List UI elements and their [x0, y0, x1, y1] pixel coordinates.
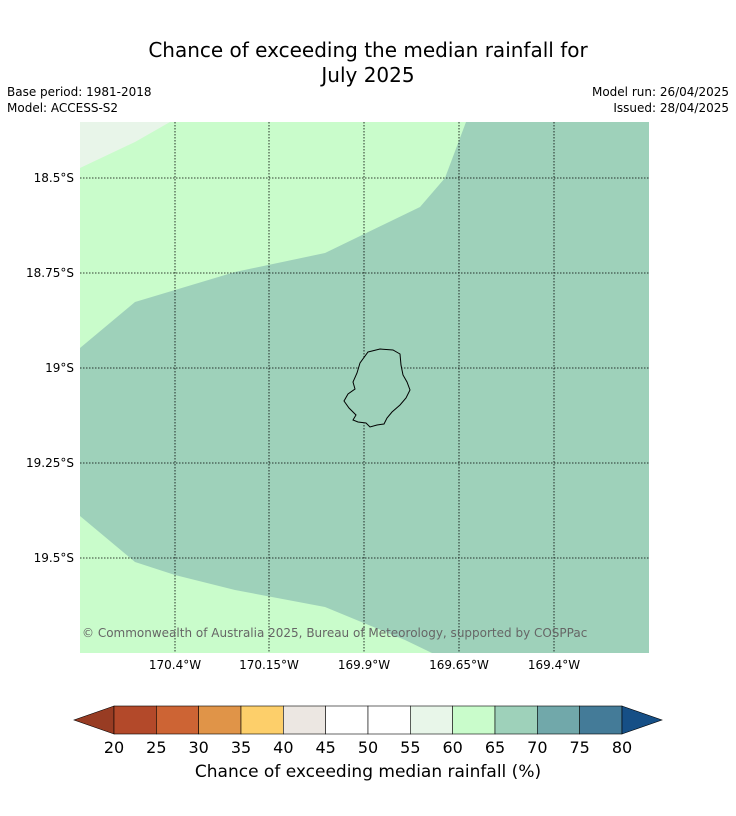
- lon-label: 170.15°W: [239, 658, 299, 672]
- colorbar-cell: [325, 705, 369, 735]
- model-name: Model: ACCESS-S2: [7, 101, 119, 115]
- title-line-1: Chance of exceeding the median rainfall …: [148, 38, 588, 62]
- colorbar-cell: [283, 705, 326, 735]
- colorbar-tick-label: 55: [400, 738, 421, 757]
- colorbar-tick-label: 65: [484, 738, 506, 757]
- colorbar-label: Chance of exceeding median rainfall (%): [194, 762, 542, 782]
- island-coastline: [343, 348, 411, 428]
- colorbar-tick-label: 30: [188, 738, 209, 757]
- colorbar-tick-label: 20: [103, 738, 125, 757]
- lat-label: 18.75°S: [26, 266, 74, 280]
- colorbar-tick-label: 35: [230, 738, 252, 757]
- title-line-2: July 2025: [321, 63, 415, 87]
- colorbar-tick-label: 80: [611, 738, 633, 757]
- lon-label: 169.9°W: [337, 658, 391, 672]
- lat-label: 19°S: [45, 361, 74, 375]
- lon-label: 170.4°W: [148, 658, 202, 672]
- lat-label: 19.5°S: [33, 551, 74, 565]
- lat-label: 19.25°S: [26, 456, 74, 470]
- gridlines: [80, 122, 649, 653]
- colorbar-tick-label: 60: [442, 738, 463, 757]
- lat-label: 18.5°S: [33, 171, 74, 185]
- issued-date: Issued: 28/04/2025: [613, 101, 729, 115]
- colorbar-under-arrow: [73, 705, 115, 735]
- colorbar-cell: [113, 705, 157, 735]
- base-period: Base period: 1981-2018: [7, 85, 152, 99]
- colorbar-cell: [452, 705, 496, 735]
- colorbar-tick-label: 45: [315, 738, 336, 757]
- pale-region: [80, 122, 170, 168]
- colorbar-cell: [156, 705, 199, 735]
- colorbar-tick-label: 75: [569, 738, 590, 757]
- copyright-notice: © Commonwealth of Australia 2025, Bureau…: [82, 626, 588, 640]
- colorbar-cell: [579, 705, 623, 735]
- colorbar-tick-label: 50: [357, 738, 379, 757]
- meta-left: Base period: 1981-2018 Model: ACCESS-S2: [7, 84, 152, 116]
- colorbar-tick-label: 40: [273, 738, 294, 757]
- lon-label: 169.65°W: [429, 658, 489, 672]
- meta-right: Model run: 26/04/2025 Issued: 28/04/2025: [592, 84, 729, 116]
- colorbar-cell: [537, 705, 580, 735]
- lon-label: 169.4°W: [527, 658, 581, 672]
- model-run: Model run: 26/04/2025: [591, 85, 729, 99]
- colorbar-tick-label: 25: [146, 738, 167, 757]
- colorbar-cell: [410, 705, 453, 735]
- colorbar-over-arrow: [621, 705, 663, 735]
- colorbar-cell: [494, 705, 538, 735]
- colorbar-tick-label: 70: [527, 738, 548, 757]
- colorbar-cell: [240, 705, 284, 735]
- colorbar-cell: [198, 705, 242, 735]
- colorbar-cell: [367, 705, 411, 735]
- chart-title: Chance of exceeding the median rainfall …: [0, 38, 736, 88]
